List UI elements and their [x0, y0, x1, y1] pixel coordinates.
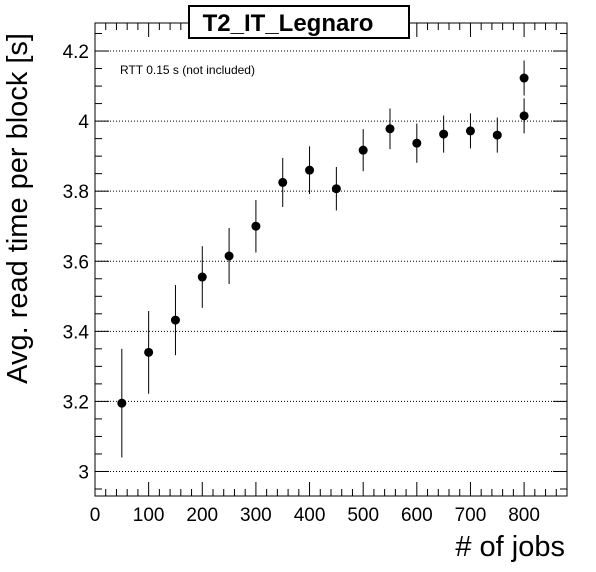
- data-point: [519, 111, 529, 121]
- x-tick-label: 600: [401, 505, 433, 526]
- data-point: [170, 315, 180, 325]
- data-point: [224, 251, 234, 261]
- x-tick-label: 300: [240, 505, 272, 526]
- axis-ticks: 3 3.2 3.4 3.6 3.8 4 4.2 0 100 200 300 400 500 600 700 8…: [63, 23, 567, 526]
- data-point: [251, 221, 261, 231]
- title-box: [188, 5, 410, 39]
- data-point: [117, 398, 127, 408]
- data-point: [197, 272, 207, 282]
- plot-frame: [94, 22, 568, 497]
- grid-lines: [95, 50, 567, 472]
- chart-annotation: RTT 0.15 s (not included): [120, 63, 255, 77]
- y-tick-label: 3.6: [63, 252, 89, 273]
- data-point: [358, 145, 368, 155]
- x-tick-label: 400: [294, 505, 326, 526]
- x-tick-label: 500: [347, 505, 379, 526]
- y-tick-label: 3.2: [63, 392, 89, 413]
- x-tick-label: 0: [90, 505, 101, 526]
- data-point: [385, 124, 395, 134]
- data-points: [117, 60, 529, 458]
- data-point: [412, 138, 422, 148]
- data-point: [331, 184, 341, 194]
- data-point: [305, 165, 315, 175]
- data-point: [465, 126, 475, 136]
- y-tick-label: 4.2: [63, 42, 89, 63]
- y-axis-title: Avg. read time per block [s]: [2, 33, 34, 384]
- x-tick-label: 100: [133, 505, 165, 526]
- data-point: [278, 177, 288, 187]
- data-point: [519, 73, 529, 83]
- x-axis-title: # of jobs: [455, 531, 565, 563]
- data-point: [492, 130, 502, 140]
- x-tick-label: 200: [186, 505, 218, 526]
- y-tick-label: 4: [78, 112, 89, 133]
- x-tick-label: 800: [508, 505, 540, 526]
- data-point: [439, 129, 449, 139]
- x-tick-label: 700: [455, 505, 487, 526]
- data-point: [144, 347, 154, 357]
- chart-title: T2_IT_Legnaro: [203, 10, 374, 37]
- y-tick-label: 3: [78, 462, 89, 483]
- y-tick-label: 3.8: [63, 182, 89, 203]
- y-tick-label: 3.4: [63, 322, 90, 343]
